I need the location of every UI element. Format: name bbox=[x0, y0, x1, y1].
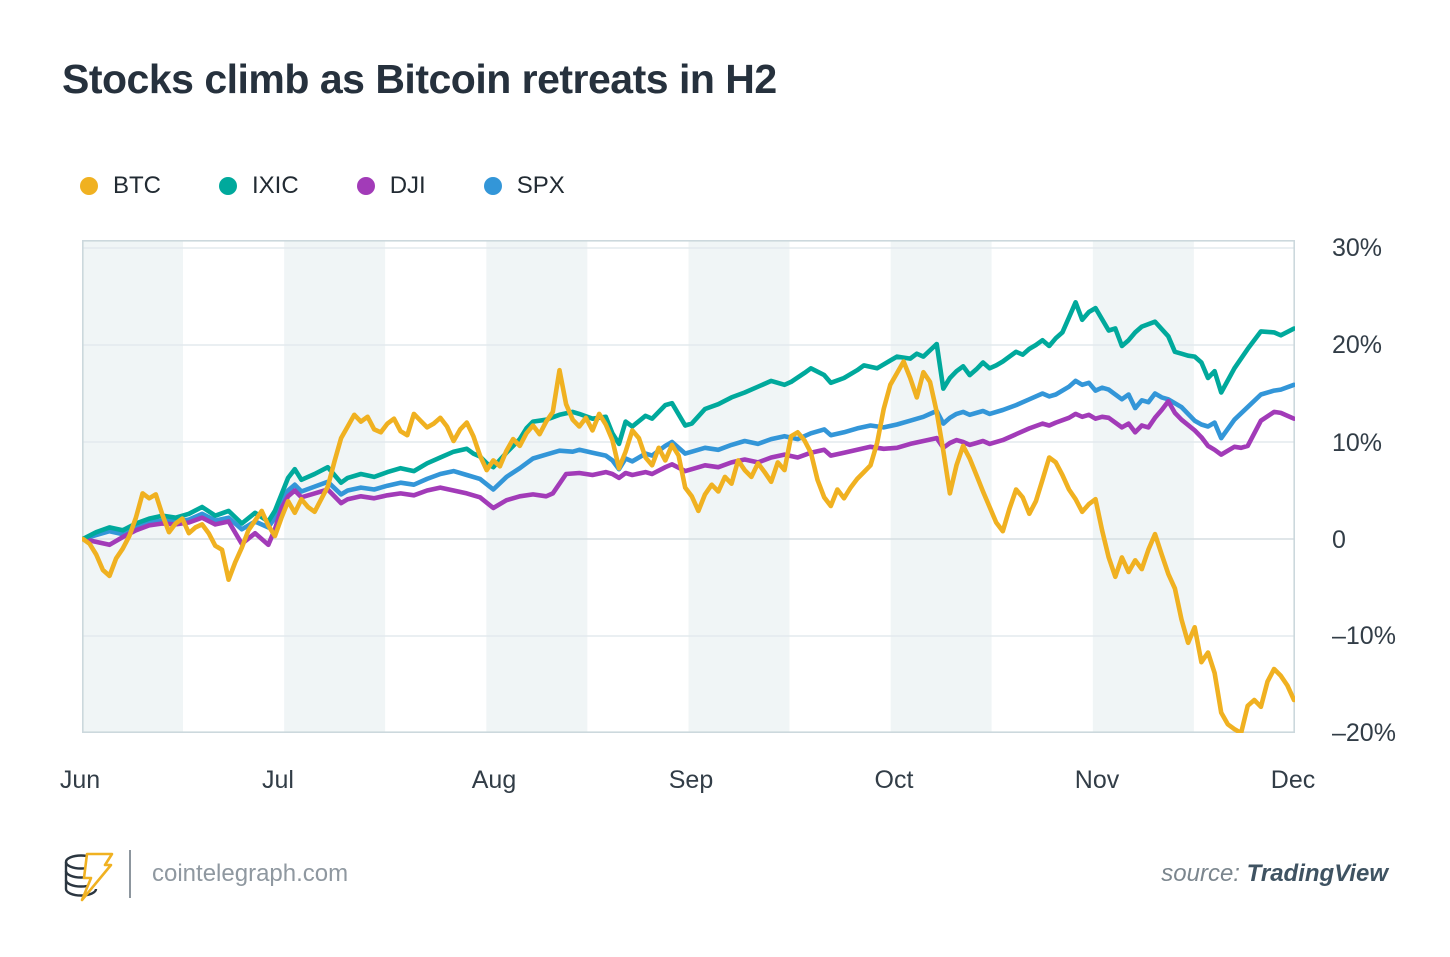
footer-divider bbox=[129, 850, 131, 898]
legend-label-btc: BTC bbox=[113, 172, 161, 199]
line-dji bbox=[82, 399, 1295, 548]
x-axis-label-dec: Dec bbox=[1270, 766, 1316, 794]
x-axis-label-nov: Nov bbox=[1074, 766, 1120, 794]
page-title: Stocks climb as Bitcoin retreats in H2 bbox=[62, 56, 777, 102]
plot-stripe bbox=[587, 240, 689, 733]
y-axis-tick-0: 0 bbox=[1332, 526, 1346, 554]
plot-stripe bbox=[82, 240, 184, 733]
x-axis-label-oct: Oct bbox=[874, 766, 914, 794]
legend-item-spx: SPX bbox=[483, 172, 565, 200]
dji-color-dot-icon bbox=[356, 177, 375, 195]
legend-label-ixic: IXIC bbox=[252, 172, 299, 199]
chart: 30% 20% 10% 0 –10% –20% Jun Jul Aug Sep … bbox=[59, 234, 1396, 794]
line-btc bbox=[82, 359, 1295, 733]
legend-label-dji: DJI bbox=[389, 172, 426, 199]
plot-stripe bbox=[688, 240, 790, 733]
footer: cointelegraph.com source: TradingView bbox=[0, 840, 1450, 920]
plot-stripe bbox=[486, 240, 588, 733]
plot-border bbox=[82, 240, 1295, 733]
plot-stripe bbox=[1092, 240, 1194, 733]
line-spx bbox=[82, 378, 1295, 542]
x-axis-label-sep: Sep bbox=[668, 766, 714, 794]
cointelegraph-logo-icon bbox=[64, 852, 114, 902]
site-name: cointelegraph.com bbox=[152, 860, 349, 887]
y-axis-tick-10: 10% bbox=[1332, 429, 1383, 457]
spx-color-dot-icon bbox=[483, 177, 502, 195]
y-axis-tick-20: 20% bbox=[1332, 331, 1383, 359]
x-axis-label-jun: Jun bbox=[59, 766, 101, 794]
source-name: TradingView bbox=[1246, 860, 1388, 887]
ixic-color-dot-icon bbox=[219, 177, 237, 195]
line-ixic bbox=[82, 300, 1295, 542]
y-axis-tick-neg20: –20% bbox=[1332, 719, 1396, 747]
btc-color-dot-icon bbox=[80, 177, 98, 195]
plot-stripe bbox=[890, 240, 992, 733]
x-axis-label-aug: Aug bbox=[471, 766, 517, 794]
legend-label-spx: SPX bbox=[516, 172, 565, 199]
source-credit: source: TradingView bbox=[1161, 860, 1388, 888]
plot-stripe bbox=[183, 240, 285, 733]
y-axis-tick-neg10: –10% bbox=[1332, 622, 1396, 650]
plot-area bbox=[82, 240, 1295, 733]
legend-item-ixic: IXIC bbox=[219, 172, 299, 200]
legend-item-btc: BTC bbox=[80, 172, 161, 200]
y-axis-tick-30: 30% bbox=[1332, 234, 1383, 262]
plot-stripe bbox=[789, 240, 891, 733]
legend-item-dji: DJI bbox=[356, 172, 426, 200]
legend: BTC IXIC DJI SPX bbox=[80, 172, 623, 200]
x-axis-label-jul: Jul bbox=[262, 766, 294, 794]
plot-stripe bbox=[1193, 240, 1295, 733]
source-label: source: bbox=[1161, 860, 1240, 887]
